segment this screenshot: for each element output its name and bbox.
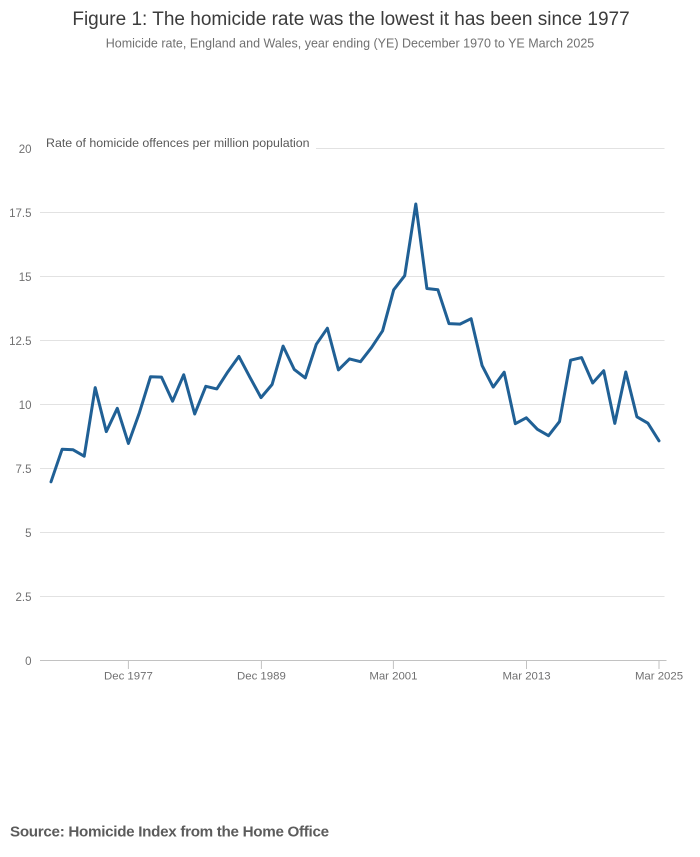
svg-text:Mar 2013: Mar 2013 xyxy=(502,671,550,683)
svg-text:Dec 1977: Dec 1977 xyxy=(104,671,153,683)
svg-text:Homicide rate, England and Wal: Homicide rate, England and Wales, year e… xyxy=(106,37,595,51)
svg-text:0: 0 xyxy=(25,656,31,668)
svg-text:5: 5 xyxy=(25,528,31,540)
svg-text:Mar 2025: Mar 2025 xyxy=(635,671,683,683)
svg-text:7.5: 7.5 xyxy=(16,464,32,476)
svg-text:12.5: 12.5 xyxy=(9,336,31,348)
svg-text:Figure 1: The homicide rate wa: Figure 1: The homicide rate was the lowe… xyxy=(72,9,629,30)
svg-text:10: 10 xyxy=(19,400,32,412)
svg-text:15: 15 xyxy=(19,272,32,284)
svg-text:20: 20 xyxy=(19,144,32,156)
svg-text:Dec 1989: Dec 1989 xyxy=(237,671,286,683)
svg-text:17.5: 17.5 xyxy=(9,208,31,220)
svg-text:Mar 2001: Mar 2001 xyxy=(369,671,417,683)
svg-text:2.5: 2.5 xyxy=(16,592,32,604)
svg-text:Rate of homicide offences per: Rate of homicide offences per million po… xyxy=(46,136,310,150)
svg-text:Source: Homicide Index from th: Source: Homicide Index from the Home Off… xyxy=(10,824,329,841)
